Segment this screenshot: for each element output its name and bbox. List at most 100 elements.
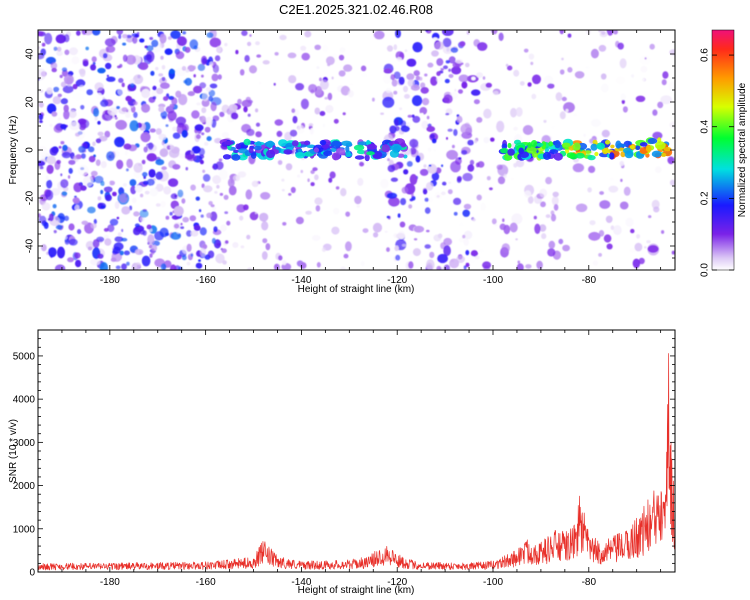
noise-blob	[139, 193, 144, 198]
noise-blob	[513, 69, 520, 77]
noise-blob	[164, 48, 173, 55]
noise-blob	[221, 131, 229, 139]
signal-blob	[629, 145, 635, 150]
noise-blob	[148, 142, 154, 150]
noise-blob	[373, 232, 379, 238]
noise-blob	[41, 42, 46, 47]
noise-blob	[149, 37, 154, 40]
noise-blob	[95, 159, 101, 166]
signal-blob	[507, 142, 512, 149]
noise-blob	[398, 76, 405, 85]
noise-blob	[493, 90, 499, 96]
noise-blob	[638, 257, 645, 265]
noise-blob	[333, 207, 340, 215]
noise-blob	[605, 215, 613, 223]
noise-blob	[220, 224, 227, 232]
noise-blob	[50, 62, 58, 70]
signal-blob	[572, 142, 581, 151]
noise-blob	[433, 234, 442, 242]
noise-blob	[343, 253, 349, 259]
noise-blob	[180, 226, 185, 230]
noise-blob	[443, 65, 448, 70]
noise-blob	[133, 211, 140, 217]
noise-blob	[525, 264, 532, 269]
spectrogram-noise-layer	[38, 30, 675, 270]
noise-blob	[88, 265, 94, 270]
noise-blob	[600, 83, 609, 93]
signal-blob	[566, 152, 576, 159]
noise-blob	[95, 138, 102, 144]
signal-blob	[530, 140, 538, 148]
noise-blob	[100, 189, 104, 195]
noise-blob	[174, 194, 178, 198]
noise-blob	[186, 243, 192, 252]
noise-blob	[545, 214, 551, 219]
noise-blob	[114, 136, 125, 148]
noise-blob	[90, 258, 101, 266]
noise-blob	[244, 55, 250, 63]
noise-blob	[249, 65, 257, 74]
signal-blob	[231, 154, 241, 161]
noise-blob	[434, 41, 445, 50]
noise-blob	[243, 204, 249, 211]
noise-blob	[299, 262, 307, 269]
noise-blob	[652, 109, 658, 116]
noise-blob	[255, 122, 261, 127]
noise-blob	[629, 248, 637, 253]
noise-blob	[130, 185, 137, 195]
noise-blob	[100, 161, 107, 169]
noise-blob	[436, 71, 441, 77]
noise-blob	[40, 48, 46, 56]
noise-blob	[322, 123, 326, 128]
noise-blob	[68, 159, 76, 165]
noise-blob	[533, 215, 537, 220]
noise-blob	[170, 30, 181, 39]
noise-blob	[133, 74, 144, 85]
noise-blob	[38, 102, 44, 108]
noise-blob	[399, 107, 403, 111]
noise-blob	[107, 107, 118, 116]
noise-blob	[74, 252, 81, 259]
noise-blob	[311, 234, 321, 241]
noise-blob	[507, 65, 513, 71]
noise-blob	[333, 118, 339, 124]
signal-blob	[507, 148, 515, 156]
noise-blob	[239, 215, 244, 221]
noise-blob	[212, 175, 222, 185]
noise-blob	[426, 126, 436, 132]
noise-blob	[383, 68, 392, 74]
colorbar-gradient	[711, 29, 735, 271]
noise-blob	[419, 168, 429, 176]
noise-blob	[419, 107, 428, 115]
noise-blob	[117, 65, 121, 69]
noise-blob	[445, 60, 450, 64]
noise-blob	[228, 185, 237, 196]
signal-blob	[605, 140, 611, 145]
noise-blob	[190, 253, 194, 257]
noise-blob	[141, 103, 151, 113]
noise-blob	[194, 124, 204, 132]
noise-blob	[61, 151, 72, 159]
signal-blob	[233, 149, 240, 153]
noise-blob	[214, 191, 218, 194]
signal-blob	[596, 142, 605, 150]
noise-blob	[97, 253, 104, 259]
noise-blob	[437, 253, 448, 264]
noise-blob	[187, 65, 195, 72]
noise-blob	[199, 247, 207, 258]
noise-blob	[185, 167, 189, 171]
noise-blob	[617, 42, 624, 50]
noise-blob	[420, 87, 429, 94]
noise-blob	[338, 54, 345, 61]
noise-blob	[401, 186, 409, 194]
noise-blob	[304, 30, 312, 38]
noise-blob	[273, 82, 276, 86]
noise-blob	[146, 178, 155, 186]
noise-blob	[325, 105, 334, 113]
noise-blob	[412, 115, 421, 123]
noise-blob	[446, 137, 448, 140]
signal-blob	[635, 145, 641, 151]
noise-blob	[178, 153, 186, 159]
noise-blob	[282, 222, 287, 226]
noise-blob	[661, 79, 667, 86]
